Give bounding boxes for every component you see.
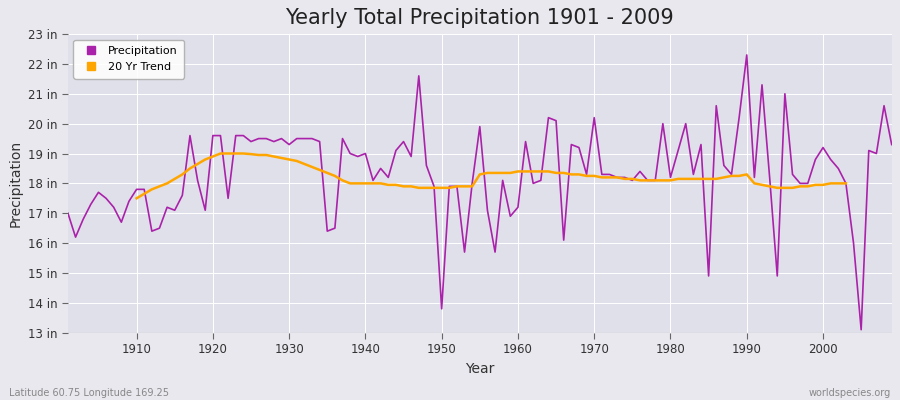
Title: Yearly Total Precipitation 1901 - 2009: Yearly Total Precipitation 1901 - 2009 <box>285 8 674 28</box>
Text: worldspecies.org: worldspecies.org <box>809 388 891 398</box>
Text: Latitude 60.75 Longitude 169.25: Latitude 60.75 Longitude 169.25 <box>9 388 169 398</box>
X-axis label: Year: Year <box>465 362 494 376</box>
Legend: Precipitation, 20 Yr Trend: Precipitation, 20 Yr Trend <box>74 40 184 78</box>
Y-axis label: Precipitation: Precipitation <box>8 140 22 227</box>
